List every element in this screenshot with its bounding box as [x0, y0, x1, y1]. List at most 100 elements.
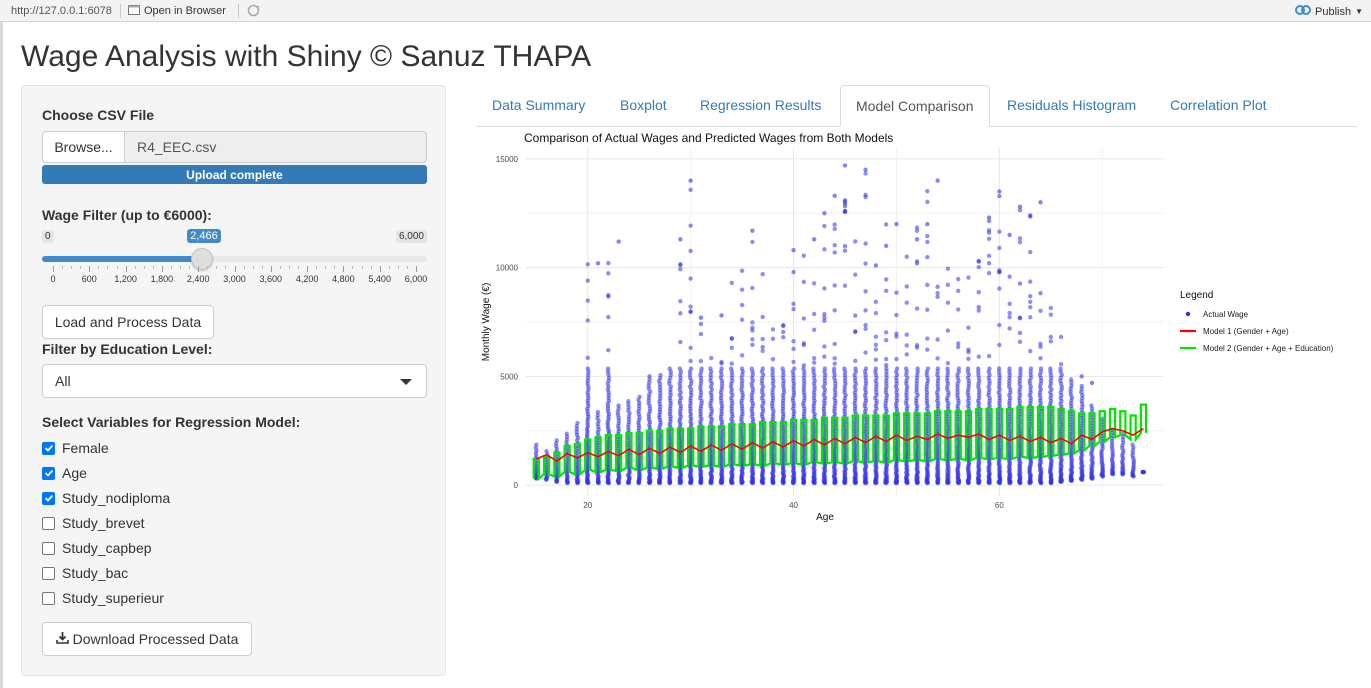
y-tick-label: 5000: [500, 372, 518, 381]
actual-wage-point: [1007, 310, 1012, 316]
tab-regression-results[interactable]: Regression Results: [700, 97, 822, 113]
actual-wage-point: [966, 325, 971, 330]
checkbox[interactable]: [42, 516, 55, 530]
tab-bar: Data Summary Boxplot Regression Results …: [476, 85, 1357, 127]
checkbox-label: Study_brevet: [62, 515, 145, 531]
wage-filter-slider[interactable]: 0 2,466 6,000 0 600 1,200 1,800 2,400 3,000 3,…: [42, 228, 427, 288]
actual-wage-point: [986, 353, 992, 359]
actual-wage-point: [883, 356, 889, 362]
tab-correlation-plot[interactable]: Correlation Plot: [1170, 97, 1267, 113]
slider-tick: [416, 266, 417, 272]
actual-wage-point: [606, 314, 611, 320]
actual-wage-point: [976, 308, 981, 313]
actual-wage-point: [739, 317, 745, 322]
publish-button[interactable]: Publish ▼: [1295, 4, 1363, 19]
actual-wage-point: [832, 361, 837, 366]
legend-item-label: Actual Wage: [1203, 310, 1249, 319]
publish-icon: [1295, 4, 1311, 19]
actual-wage-point: [1017, 315, 1023, 320]
actual-wage-point: [935, 290, 940, 296]
actual-wage-point: [791, 306, 796, 312]
actual-wage-point: [1018, 366, 1023, 371]
viewer-toolbar: http://127.0.0.1:6078 Open in Browser Pu…: [0, 0, 1371, 22]
actual-wage-point: [719, 366, 724, 371]
slider-minor-tick: [180, 266, 182, 269]
actual-wage-point: [1018, 369, 1023, 374]
tab-boxplot[interactable]: Boxplot: [620, 97, 667, 113]
actual-wage-point: [1038, 369, 1044, 374]
browse-button[interactable]: Browse...: [42, 131, 125, 163]
actual-wage-point: [606, 347, 611, 353]
open-in-browser-button[interactable]: Open in Browser: [128, 4, 226, 18]
actual-wage-point: [781, 323, 786, 328]
actual-wage-point: [915, 366, 920, 371]
actual-wage-point: [863, 171, 868, 176]
toolbar-divider: [120, 4, 121, 18]
tab-residuals-histogram[interactable]: Residuals Histogram: [1007, 97, 1137, 113]
slider-track[interactable]: [42, 256, 427, 262]
actual-wage-point: [811, 356, 817, 361]
checkbox[interactable]: [42, 466, 55, 480]
variable-checkbox-study-nodiploma[interactable]: Study_nodiploma: [42, 489, 170, 507]
actual-wage-point: [749, 366, 755, 371]
checkbox[interactable]: [42, 591, 55, 605]
actual-wage-point: [832, 366, 837, 371]
education-select[interactable]: All: [42, 364, 427, 398]
variable-checkbox-study-brevet[interactable]: Study_brevet: [42, 514, 145, 532]
download-button[interactable]: Download Processed Data: [42, 622, 252, 656]
tab-model-comparison[interactable]: Model Comparison: [840, 85, 990, 127]
slider-handle[interactable]: [191, 248, 214, 270]
actual-wage-point: [1028, 213, 1033, 218]
checkbox[interactable]: [42, 541, 55, 555]
viewer-url: http://127.0.0.1:6078: [11, 5, 112, 17]
slider-tick: [89, 266, 91, 272]
actual-wage-point: [791, 269, 796, 275]
variable-checkbox-female[interactable]: Female: [42, 439, 109, 457]
actual-wage-point: [883, 362, 889, 368]
actual-wage-point: [945, 360, 951, 366]
actual-wage-point: [873, 342, 879, 348]
variable-checkbox-study-superieur[interactable]: Study_superieur: [42, 589, 164, 607]
actual-wage-point: [554, 438, 559, 443]
actual-wage-point: [1007, 326, 1012, 331]
actual-wage-point: [811, 281, 817, 286]
variable-checkbox-study-bac[interactable]: Study_bac: [42, 564, 128, 582]
actual-wage-point: [832, 308, 837, 313]
actual-wage-point: [801, 363, 807, 368]
actual-wage-point: [935, 178, 940, 183]
actual-wage-point: [811, 311, 817, 317]
actual-wage-point: [822, 247, 827, 252]
checkbox[interactable]: [42, 441, 55, 455]
actual-wage-point: [842, 204, 848, 209]
actual-wage-point: [997, 245, 1002, 251]
actual-wage-point: [863, 322, 868, 328]
actual-wage-point: [739, 287, 745, 292]
checkbox[interactable]: [42, 491, 55, 505]
upload-progress-bar: Upload complete: [42, 165, 427, 184]
load-process-button[interactable]: Load and Process Data: [42, 305, 214, 339]
actual-wage-point: [1018, 372, 1023, 377]
slider-minor-tick: [116, 266, 118, 269]
tab-data-summary[interactable]: Data Summary: [492, 97, 586, 113]
x-tick-label: 60: [995, 501, 1004, 510]
slider-minor-tick: [98, 266, 100, 269]
actual-wage-point: [863, 289, 868, 294]
slider-tick: [53, 266, 54, 272]
actual-wage-point: [688, 345, 693, 350]
actual-wage-point: [935, 356, 940, 361]
variable-checkbox-study-capbep[interactable]: Study_capbep: [42, 539, 152, 557]
actual-wage-point: [811, 237, 817, 242]
actual-wage-point: [986, 230, 992, 235]
actual-wage-point: [1028, 249, 1033, 255]
slider-minor-tick: [143, 266, 145, 269]
actual-wage-point: [832, 226, 837, 232]
slider-fill: [42, 256, 203, 262]
actual-wage-point: [1007, 366, 1012, 371]
regression-vars-label: Select Variables for Regression Model:: [42, 414, 301, 430]
variable-checkbox-age[interactable]: Age: [42, 464, 87, 482]
actual-wage-point: [678, 311, 683, 316]
refresh-icon[interactable]: [246, 3, 261, 21]
actual-wage-point: [1017, 330, 1023, 336]
actual-wage-point: [678, 339, 683, 345]
checkbox[interactable]: [42, 566, 55, 580]
